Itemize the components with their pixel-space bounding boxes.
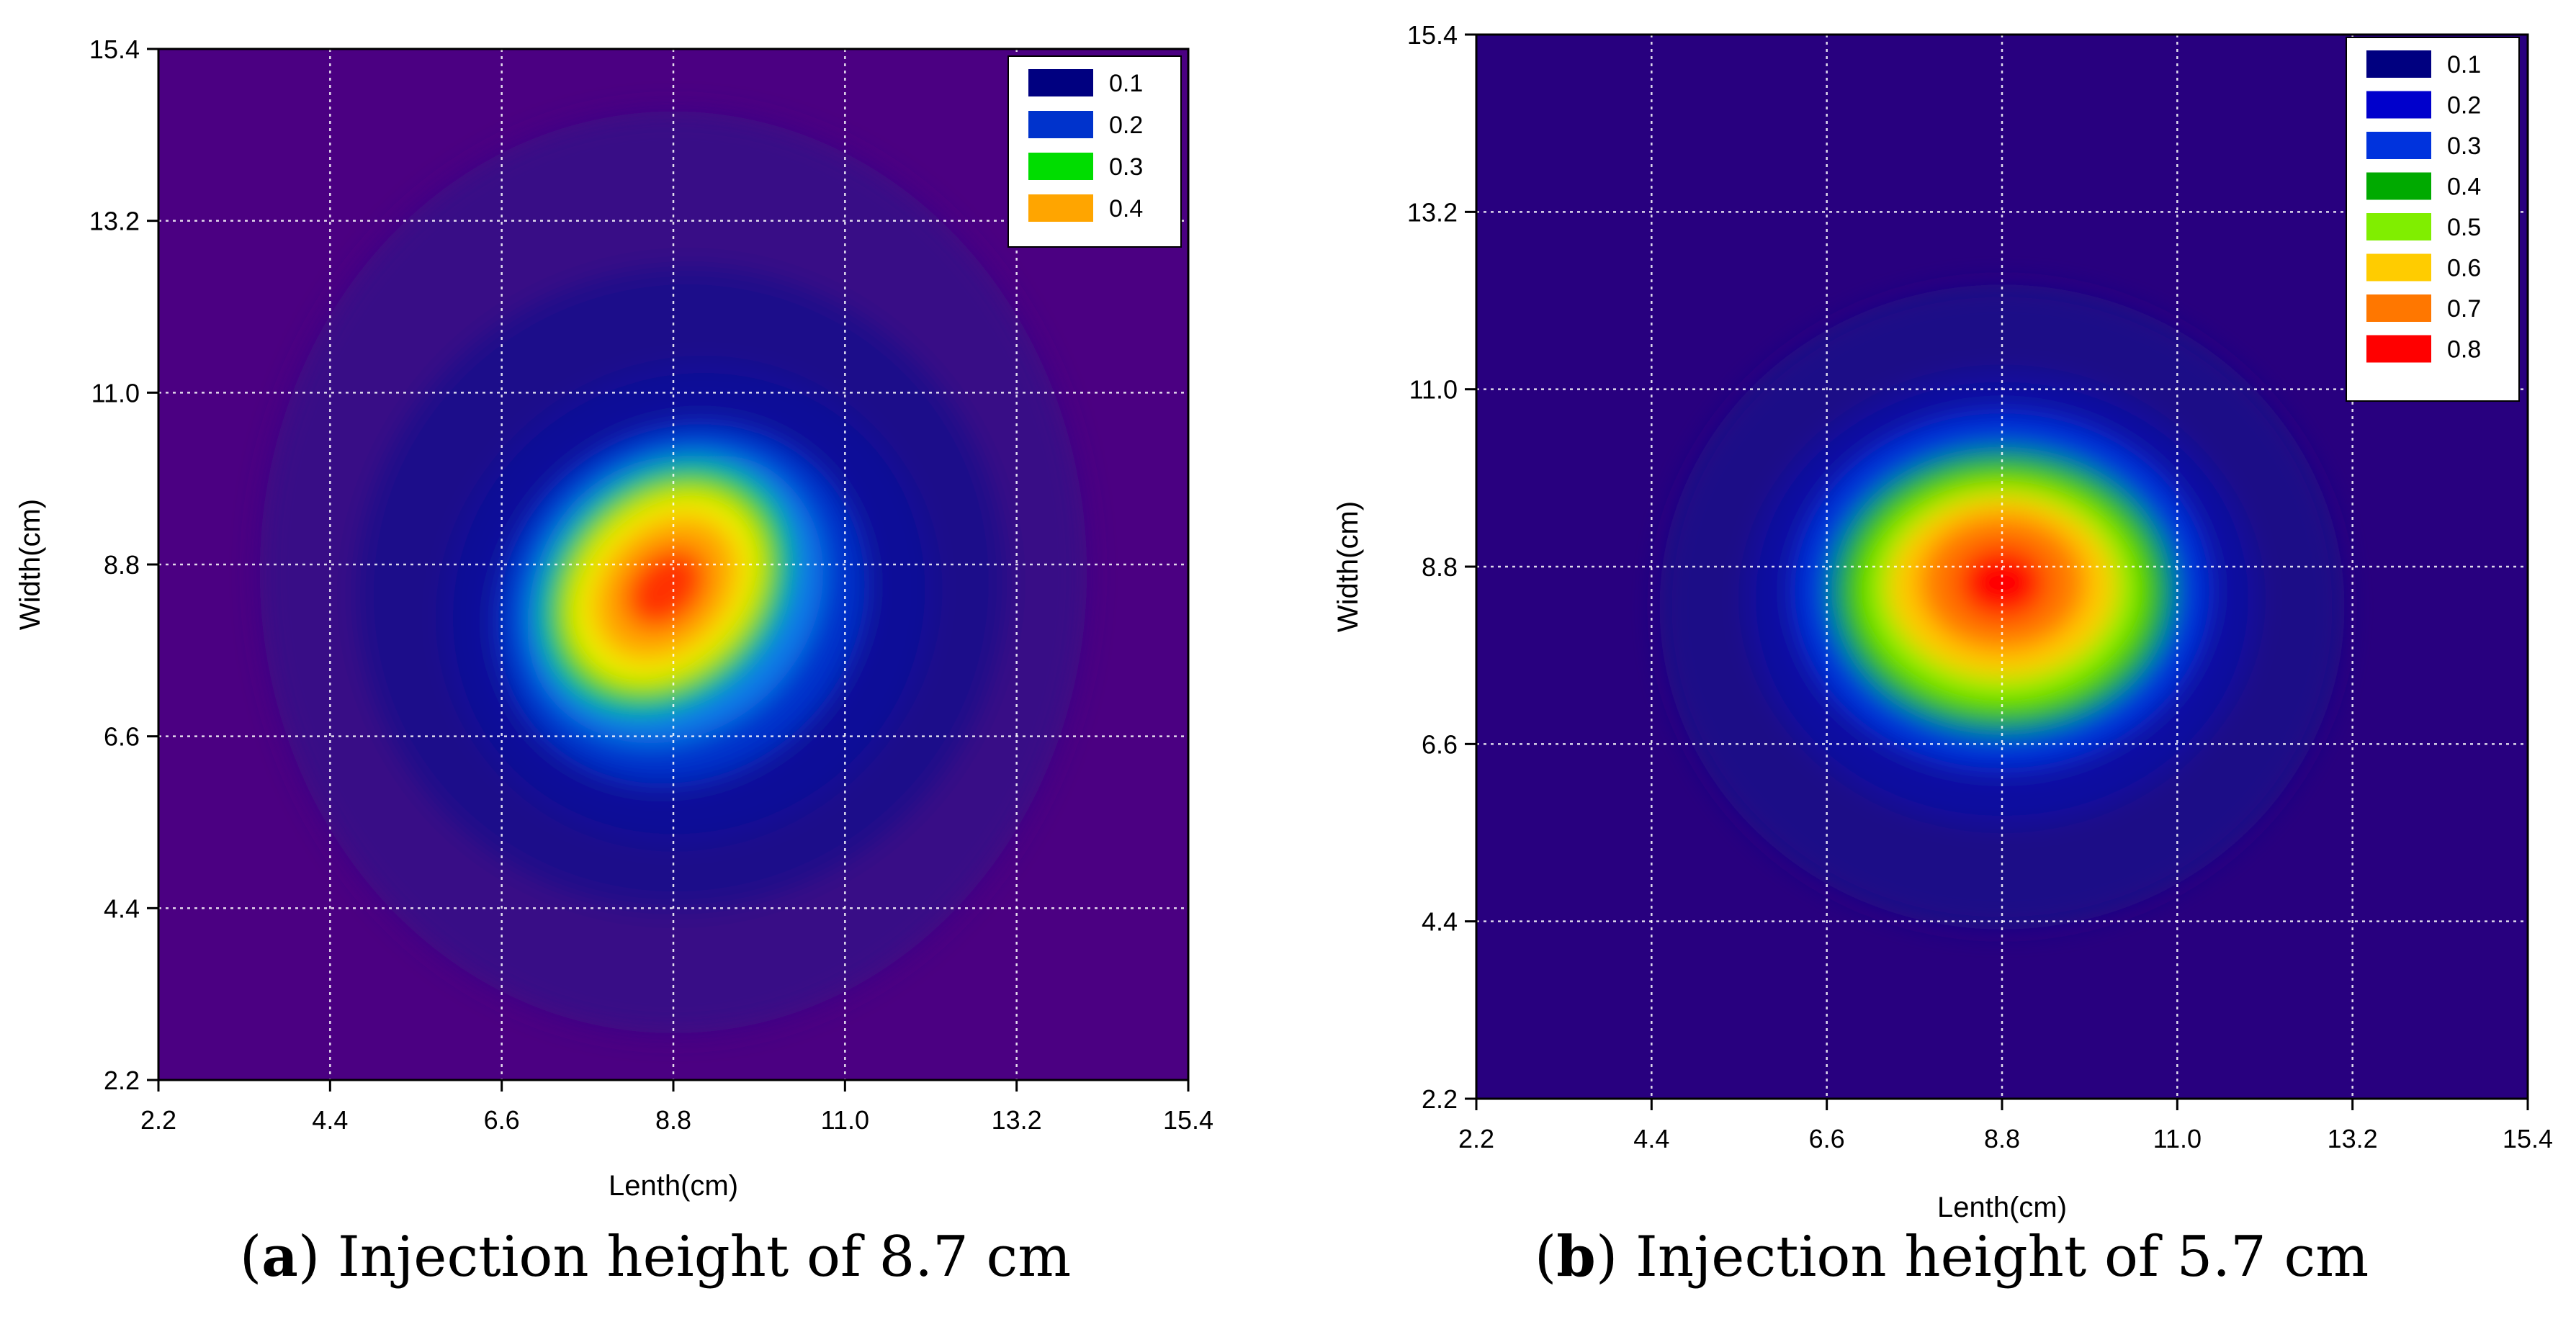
- y-tick-label: 4.4: [1422, 907, 1458, 937]
- legend-label: 0.2: [2447, 92, 2481, 120]
- legend-swatch: [2366, 294, 2431, 322]
- legend-label: 0.1: [1109, 70, 1143, 97]
- x-tick-label: 4.4: [312, 1105, 348, 1135]
- y-tick-label: 6.6: [104, 722, 140, 752]
- y-tick-label: 8.8: [1422, 552, 1458, 582]
- y-tick-label: 15.4: [89, 35, 140, 64]
- legend: 0.1 0.2 0.3 0.4 0.5 0.6 0.7 0.8: [2346, 37, 2520, 402]
- legend-swatch: [1028, 153, 1093, 180]
- x-tick-label: 15.4: [1163, 1105, 1213, 1135]
- x-tick-label: 8.8: [1984, 1124, 2020, 1153]
- legend-swatch: [2366, 172, 2431, 200]
- legend-swatch: [2366, 213, 2431, 240]
- caption-panel-b-label: b: [1556, 1224, 1596, 1290]
- caption-panel-a: (a) Injection height of 8.7 cm: [239, 1224, 1072, 1290]
- panel-b: 2.2 4.4 6.6 8.8 11.0 13.2 15.4 2.2 4.4 6.6 8.8 11.0…: [1332, 20, 2553, 1223]
- y-tick-label: 2.2: [104, 1066, 140, 1095]
- y-tick-label: 11.0: [91, 378, 140, 408]
- caption-panel-b-text: Injection height of 5.7 cm: [1635, 1225, 2369, 1290]
- y-tick-label: 13.2: [89, 207, 140, 236]
- y-tick-label: 8.8: [104, 550, 140, 580]
- legend-label: 0.7: [2447, 295, 2481, 323]
- contour-level-0-45: [624, 546, 707, 630]
- contour-bands: [259, 111, 1087, 1033]
- x-tick-label: 6.6: [1809, 1124, 1845, 1153]
- legend-swatch: [2366, 253, 2431, 282]
- contour-fill: [259, 111, 1087, 1033]
- caption-panel-a-label: a: [261, 1224, 298, 1290]
- legend-swatch: [2366, 335, 2431, 363]
- grid: [1476, 35, 2528, 1099]
- caption-panel-b: (b) Injection height of 5.7 cm: [1534, 1224, 2369, 1290]
- legend-swatch: [2366, 132, 2431, 159]
- x-tick-label: 4.4: [1633, 1124, 1669, 1153]
- legend-label: 0.5: [2447, 214, 2481, 241]
- y-tick-label: 2.2: [1422, 1084, 1458, 1114]
- y-tick-label: 4.4: [104, 894, 140, 923]
- x-tick-label: 2.2: [140, 1105, 176, 1135]
- caption-panel-a-text: Injection height of 8.7 cm: [338, 1225, 1072, 1290]
- y-tick-label: 6.6: [1422, 729, 1458, 759]
- legend-label: 0.3: [2447, 132, 2481, 160]
- x-axis-label: Lenth(cm): [1937, 1192, 2067, 1223]
- legend-label: 0.4: [1109, 195, 1143, 222]
- y-tick-label: 11.0: [1409, 375, 1458, 405]
- x-tick-label: 6.6: [484, 1105, 520, 1135]
- x-tick-label: 13.2: [992, 1105, 1042, 1135]
- legend-label: 0.2: [1109, 112, 1143, 139]
- x-axis-label: Lenth(cm): [609, 1170, 738, 1202]
- legend-swatch: [1028, 111, 1093, 138]
- legend: 0.1 0.2 0.3 0.4: [1007, 55, 1182, 248]
- legend-label: 0.1: [2447, 51, 2481, 78]
- legend-label: 0.4: [2447, 174, 2481, 201]
- y-axis-label: Width(cm): [1332, 501, 1364, 632]
- x-tick-label: 13.2: [2328, 1124, 2378, 1153]
- x-tick-label: 8.8: [655, 1105, 691, 1135]
- legend-swatch: [1028, 69, 1093, 96]
- legend-label: 0.6: [2447, 255, 2481, 282]
- y-tick-label: 13.2: [1407, 197, 1458, 227]
- panel-a: 2.2 4.4 6.6 8.8 11.0 13.2 15.4 2.2 4.4 6.6 8.8 11.0…: [14, 35, 1213, 1202]
- x-tick-label: 15.4: [2503, 1124, 2553, 1153]
- legend-swatch: [2366, 91, 2431, 119]
- y-axis-label: Width(cm): [14, 499, 46, 630]
- legend-label: 0.3: [1109, 153, 1143, 181]
- x-tick-label: 11.0: [2153, 1124, 2202, 1153]
- y-tick-label: 15.4: [1407, 20, 1458, 50]
- x-tick-label: 2.2: [1458, 1124, 1494, 1153]
- legend-swatch: [1028, 194, 1093, 222]
- x-tick-label: 11.0: [821, 1105, 869, 1135]
- legend-swatch: [2366, 50, 2431, 78]
- legend-label: 0.8: [2447, 336, 2481, 364]
